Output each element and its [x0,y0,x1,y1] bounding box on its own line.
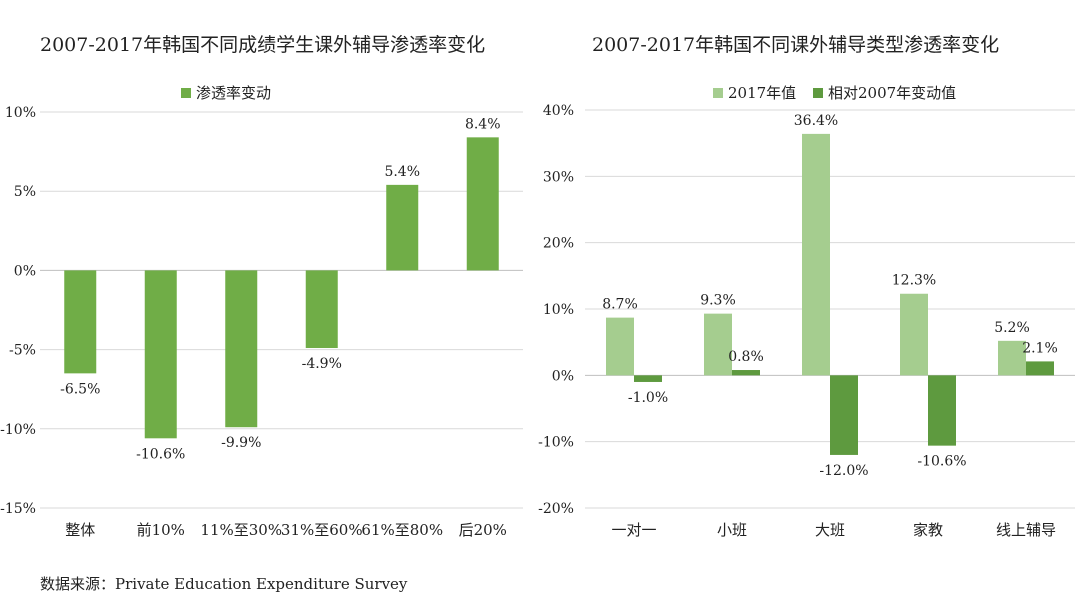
source-note: 数据来源：Private Education Expenditure Surve… [40,573,407,594]
left-y-tick-label: -10% [0,422,36,438]
left-legend-swatch [181,88,191,98]
right-bar-2017 [900,293,928,376]
right-data-label-change: 2.1% [1022,340,1058,356]
left-legend-label: 渗透率变动 [196,84,271,102]
right-category-label: 小班 [717,521,747,539]
right-y-tick-label: 0% [552,368,574,384]
left-data-label: -10.6% [136,446,185,462]
left-data-label: 8.4% [465,116,501,132]
right-category-label: 线上辅导 [996,521,1056,539]
left-bar [466,137,499,271]
left-y-tick-label: 0% [14,263,36,279]
left-bar [225,270,258,428]
right-y-tick-label: -10% [538,435,574,451]
right-bar-change [928,375,956,446]
right-bar-change [634,375,662,382]
right-bar-change [1026,361,1054,376]
left-category-label: 11%至30% [200,521,282,539]
right-bar-2017 [802,133,830,376]
left-category-label: 31%至60% [281,521,363,539]
right-data-label-change: 0.8% [728,349,764,365]
left-category-label: 后20% [459,521,507,539]
right-bar-2017 [606,317,634,376]
right-category-label: 大班 [815,521,845,539]
right-bar-2017 [998,340,1026,376]
left-bar [64,270,97,374]
left-category-label: 61%至80% [361,521,443,539]
right-data-label-2017: 36.4% [794,113,838,129]
source-label: 数据来源： [40,575,116,593]
left-category-label: 整体 [65,521,95,539]
left-data-label: -9.9% [221,435,261,451]
right-y-tick-label: 10% [543,302,574,318]
left-y-tick-label: -15% [0,501,36,517]
right-data-label-2017: 12.3% [892,273,936,289]
right-data-label-change: -10.6% [917,454,966,470]
right-data-label-2017: 8.7% [602,297,638,313]
right-data-label-change: -12.0% [819,463,868,479]
left-y-tick-label: 10% [5,105,36,121]
right-legend-label-2017: 2017年值 [728,84,796,102]
right-y-tick-label: 30% [543,169,574,185]
left-bar [305,270,338,349]
left-data-label: 5.4% [384,164,420,180]
source-text: Private Education Expenditure Survey [115,575,408,593]
left-y-tick-label: 5% [14,184,36,200]
right-category-label: 一对一 [611,521,656,539]
right-bar-change [830,375,858,455]
right-y-tick-label: 20% [543,236,574,252]
right-data-label-2017: 5.2% [994,320,1030,336]
right-data-label-2017: 9.3% [700,293,736,309]
right-y-tick-label: 40% [543,103,574,119]
left-data-label: -6.5% [60,381,100,397]
right-category-label: 家教 [913,521,943,539]
right-bar-change [732,370,760,376]
left-data-label: -4.9% [302,356,342,372]
right-bar-2017 [704,313,732,376]
right-chart-title: 2007-2017年韩国不同课外辅导类型渗透率变化 [592,34,1000,56]
left-category-label: 前10% [137,521,185,539]
right-y-tick-label: -20% [538,501,574,517]
right-legend-label-change: 相对2007年变动值 [828,84,956,102]
left-y-tick-label: -5% [9,343,36,359]
left-chart-title: 2007-2017年韩国不同成绩学生课外辅导渗透率变化 [40,34,486,56]
right-legend-swatch-2017 [713,88,723,98]
left-bar [386,184,419,271]
right-legend-swatch-change [813,88,823,98]
left-bar [144,270,177,439]
right-data-label-change: -1.0% [628,390,668,406]
